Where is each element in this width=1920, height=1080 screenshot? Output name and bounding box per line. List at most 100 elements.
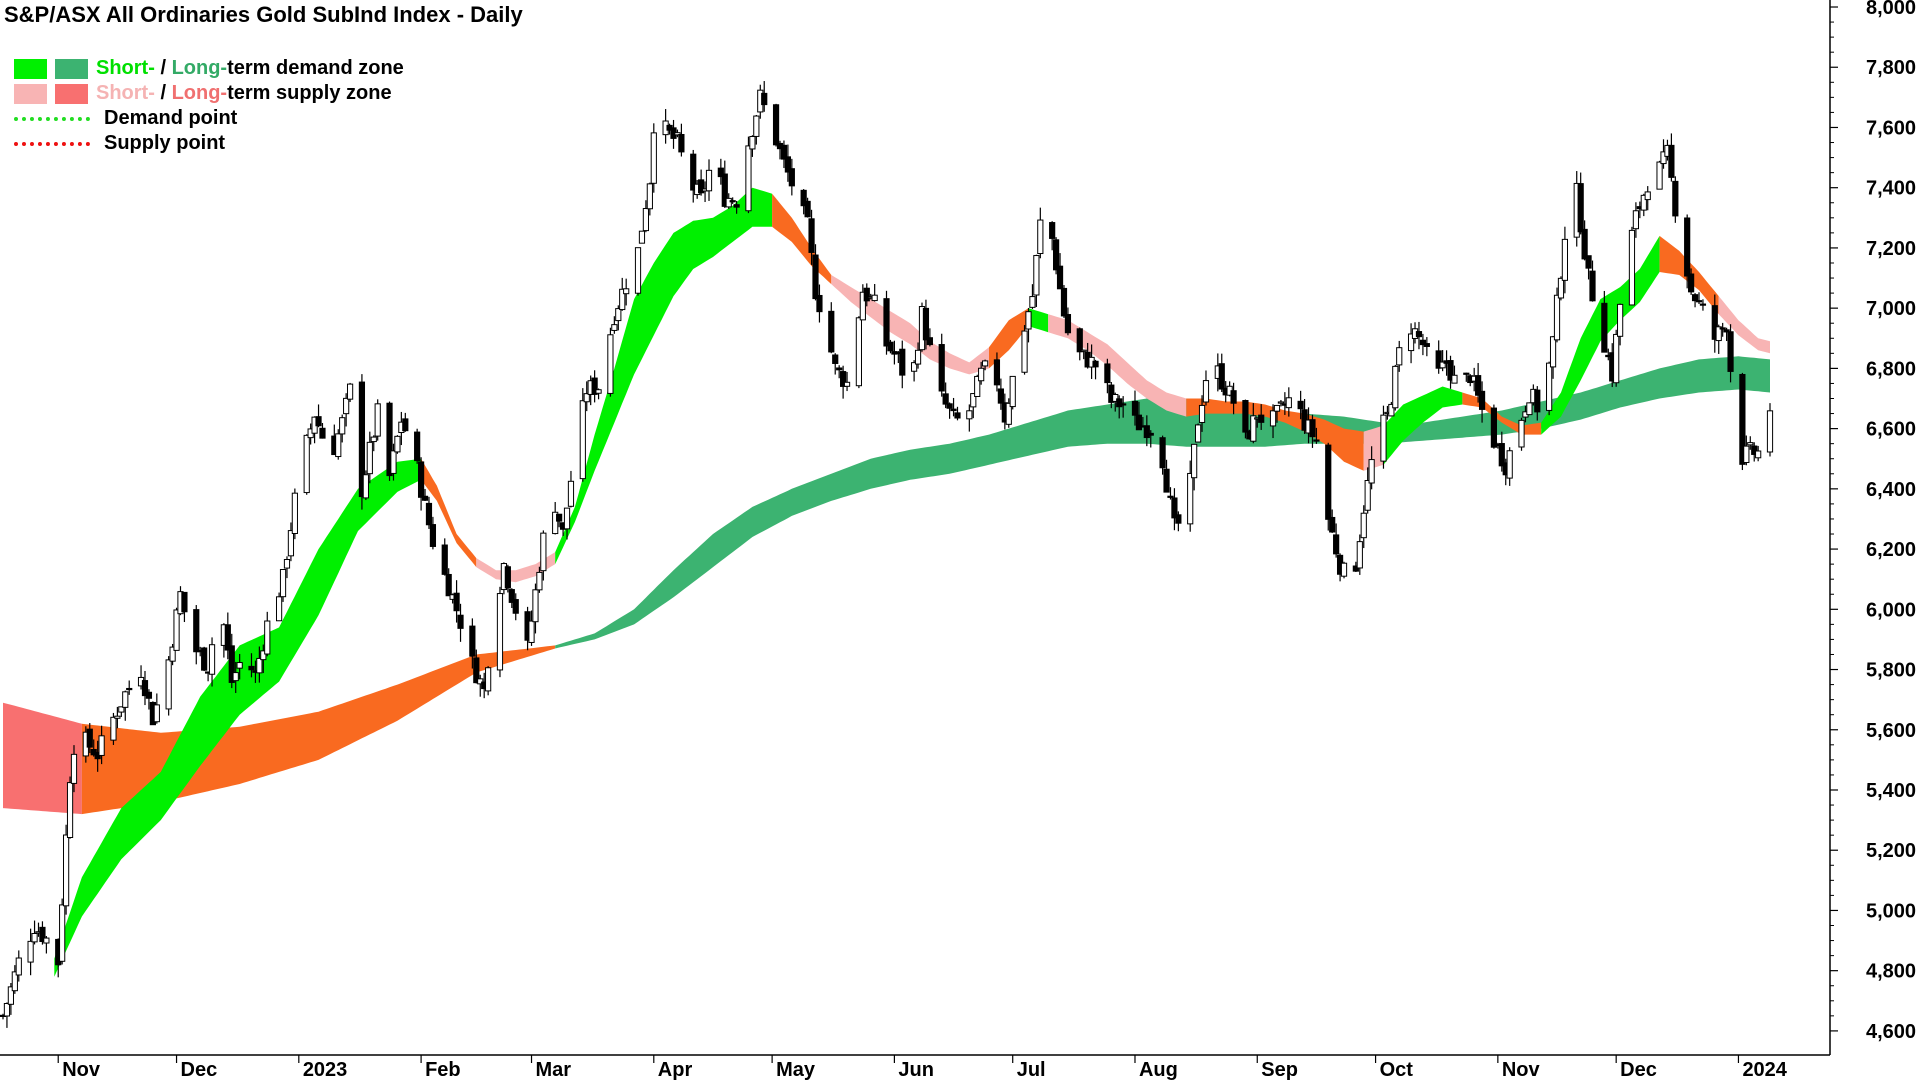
candle	[804, 197, 811, 218]
candle	[15, 950, 22, 982]
candle-body-up	[1617, 303, 1624, 337]
candle-body-up	[1202, 380, 1210, 403]
legend-supply-long: Long-	[171, 82, 228, 104]
candle-body-up	[634, 247, 642, 294]
candle	[970, 393, 977, 419]
candle	[721, 160, 728, 208]
candle	[1688, 268, 1695, 295]
candle-body-down	[1147, 432, 1154, 436]
candle-body-down	[228, 645, 235, 683]
candle-body-down	[1585, 255, 1592, 269]
candle	[1340, 561, 1348, 579]
candle-body-up	[1526, 402, 1533, 416]
candle-body-up	[1557, 277, 1565, 299]
demand-point-swatch	[14, 116, 90, 121]
short-term-zone-segment	[421, 458, 477, 568]
candle-body-up	[615, 308, 622, 322]
candle-body-down	[1076, 328, 1083, 353]
candle-body-down	[828, 310, 835, 353]
candle-body-up	[579, 400, 586, 480]
candle	[256, 646, 263, 683]
candle	[914, 342, 922, 369]
candle	[1388, 401, 1395, 417]
candle	[540, 530, 547, 581]
candle	[1628, 226, 1636, 306]
candle-body-up	[966, 410, 973, 420]
candle-body-up	[1392, 365, 1399, 409]
candle	[993, 352, 1001, 392]
candle	[1415, 321, 1423, 350]
candle-body-down	[942, 393, 949, 405]
candle	[1743, 435, 1750, 466]
candle-body-down	[1691, 294, 1699, 302]
candle	[27, 928, 34, 976]
candle-body-down	[1116, 398, 1123, 408]
y-tick-label: 7,400	[1866, 178, 1916, 200]
candle-body-up	[1747, 442, 1754, 446]
candle	[1009, 375, 1016, 410]
legend-supply-point-label: Supply point	[104, 132, 226, 154]
candle	[473, 649, 480, 684]
candle	[1447, 355, 1454, 389]
candle-body-up	[496, 593, 504, 671]
candle	[1644, 186, 1651, 211]
candle	[145, 689, 153, 710]
candle-body-down	[1171, 497, 1178, 519]
candle-body-down	[1751, 445, 1758, 455]
legend-demand-sep: /	[154, 57, 172, 79]
candle-body-up	[595, 389, 602, 394]
candlesticks	[0, 81, 1774, 1028]
short-term-zone-segment	[1028, 308, 1049, 333]
candle-body-down	[386, 402, 393, 477]
candle	[283, 556, 291, 579]
candle	[836, 365, 843, 379]
candle-body-up	[1656, 161, 1663, 190]
candle-body-up	[279, 569, 287, 598]
candle	[1656, 160, 1663, 190]
candle	[1723, 327, 1730, 342]
y-tick-label: 6,600	[1866, 419, 1916, 441]
candle	[11, 965, 18, 994]
candle-body-up	[646, 183, 653, 210]
candle	[1250, 403, 1257, 444]
candle-body-down	[950, 408, 957, 412]
candle	[1557, 276, 1565, 301]
candle	[260, 644, 267, 674]
candle-body-down	[1352, 565, 1359, 572]
candle	[165, 656, 172, 716]
candle	[1202, 370, 1210, 406]
candle-body-down	[812, 254, 819, 300]
candle	[118, 706, 125, 717]
candle-body-down	[201, 647, 208, 671]
candle	[441, 538, 448, 576]
candle	[579, 388, 586, 482]
candle	[303, 434, 310, 495]
candle	[674, 129, 681, 138]
candle	[141, 670, 149, 706]
candle	[954, 406, 961, 421]
candle	[1080, 349, 1087, 360]
candle-body-down	[832, 354, 839, 364]
candle	[173, 607, 180, 651]
candle-body-down	[1218, 363, 1225, 390]
candle-body-up	[970, 393, 977, 408]
candle-body-down	[1049, 222, 1056, 239]
candle-body-up	[264, 620, 271, 655]
candle-body-up	[165, 659, 172, 710]
x-tick-label: Dec	[181, 1059, 218, 1080]
candle	[1333, 523, 1340, 558]
candle	[1407, 323, 1415, 364]
candle	[942, 382, 949, 409]
candle	[126, 680, 133, 695]
candle-body-down	[1423, 343, 1430, 347]
long-term-zone-segment	[555, 356, 1771, 649]
candle	[275, 592, 283, 622]
candle-body-up	[1356, 541, 1363, 569]
candle-body-down	[997, 388, 1004, 404]
candle	[1727, 324, 1734, 383]
y-tick-label: 5,400	[1866, 780, 1916, 802]
candle-body-up	[1388, 403, 1395, 417]
candle	[31, 920, 38, 945]
candle-body-up	[753, 115, 760, 137]
